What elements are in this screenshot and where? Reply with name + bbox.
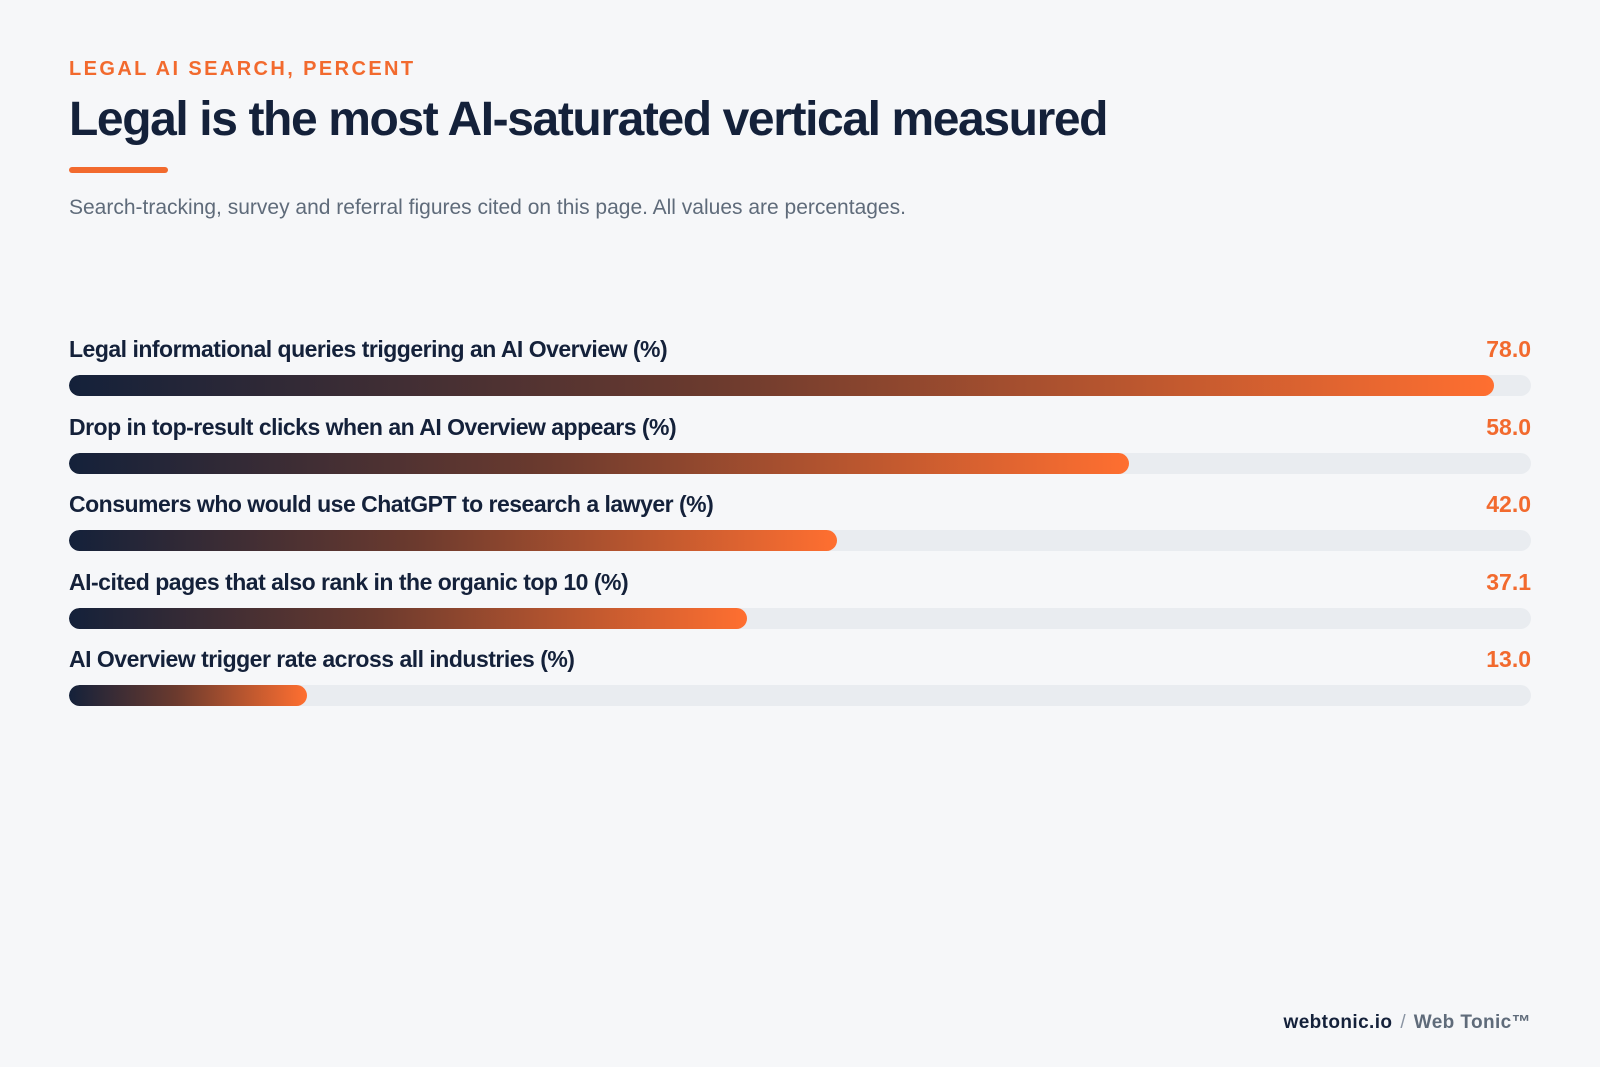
bar-track xyxy=(69,375,1531,396)
bar-row: Legal informational queries triggering a… xyxy=(69,336,1531,414)
bar-chart: Legal informational queries triggering a… xyxy=(69,336,1531,724)
bar-value-label: 37.1 xyxy=(1486,568,1531,595)
chart-subtitle: Search-tracking, survey and referral fig… xyxy=(69,196,906,219)
bar-value-label: 13.0 xyxy=(1486,646,1531,672)
title-underline xyxy=(69,167,168,173)
bar-row: Consumers who would use ChatGPT to resea… xyxy=(69,491,1531,569)
bar-fill xyxy=(69,452,1129,474)
bar-label: Drop in top-result clicks when an AI Ove… xyxy=(69,413,677,440)
bar-row: Drop in top-result clicks when an AI Ove… xyxy=(69,414,1531,492)
chart-title: Legal is the most AI-saturated vertical … xyxy=(69,93,1108,146)
bar-row: AI-cited pages that also rank in the org… xyxy=(69,569,1531,647)
bar-track xyxy=(69,530,1531,551)
bar-label: Consumers who would use ChatGPT to resea… xyxy=(69,491,714,517)
footer-brand: Web Tonic™ xyxy=(1413,1012,1531,1033)
bar-value-label: 42.0 xyxy=(1486,491,1531,517)
bar-label: AI-cited pages that also rank in the org… xyxy=(69,568,629,595)
bar-track xyxy=(69,607,1531,629)
bar-fill xyxy=(69,607,747,629)
footer-separator: / xyxy=(1400,1012,1406,1033)
bar-value-label: 78.0 xyxy=(1486,336,1531,362)
bar-fill xyxy=(69,685,307,706)
footer-domain: webtonic.io xyxy=(1283,1012,1393,1033)
bar-track xyxy=(69,685,1531,706)
bar-fill xyxy=(69,530,837,551)
bar-value-label: 58.0 xyxy=(1486,413,1531,440)
chart-eyebrow: LEGAL AI SEARCH, PERCENT xyxy=(69,58,416,80)
bar-row: AI Overview trigger rate across all indu… xyxy=(69,646,1531,724)
bar-fill xyxy=(69,375,1495,396)
footer: webtonic.io / Web Tonic™ xyxy=(1284,1012,1531,1034)
bar-label: Legal informational queries triggering a… xyxy=(69,336,668,362)
bar-track xyxy=(69,452,1531,474)
bar-label: AI Overview trigger rate across all indu… xyxy=(69,646,575,672)
